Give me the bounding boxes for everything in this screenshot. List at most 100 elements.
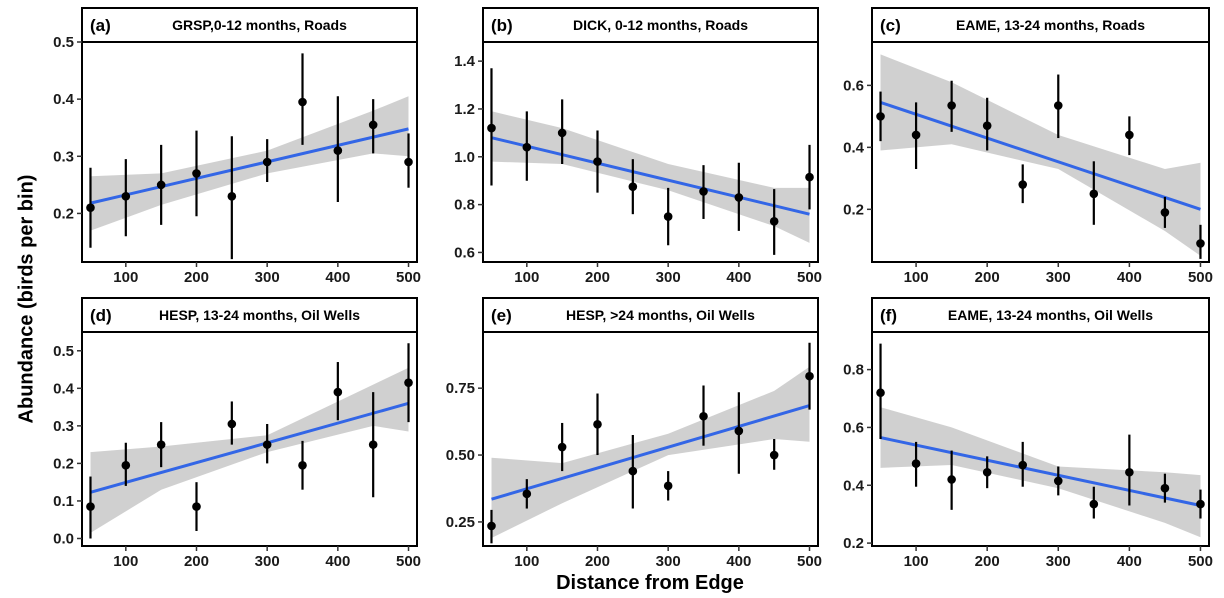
x-tick-label: 200 [585,269,610,286]
x-tick-label: 300 [255,553,280,570]
x-tick-label: 500 [797,553,822,570]
plot-area [487,68,814,255]
plot-frame [482,331,819,547]
panel-grid: (a) GRSP,0-12 months, Roads 100 200 300 400 50… [53,7,1213,570]
data-point [557,128,567,138]
data-point [769,217,779,226]
x-tick-label: 400 [726,553,751,570]
data-point [699,411,708,421]
panel-b: (b) DICK, 0-12 months, Roads 100 200 300 400 5… [454,7,822,286]
data-point [1160,208,1170,217]
x-tick-label: 300 [1046,269,1071,286]
plot-frame [81,331,418,547]
confidence-band [90,96,409,231]
y-tick-label: 0.3 [53,418,74,435]
plot-area [86,53,413,260]
data-point [121,191,131,201]
x-tick-label: 500 [396,553,421,570]
y-tick-label: 0.8 [454,197,475,214]
data-point [156,180,166,190]
x-tick-label: 300 [656,269,681,286]
data-point [522,142,532,152]
data-point [1053,476,1063,486]
plot-frame [81,41,418,263]
y-tick-label: 0.5 [53,343,74,360]
data-point [298,97,307,107]
y-tick-label: 0.8 [843,362,864,379]
data-point [333,387,343,397]
y-tick-label: 1.0 [454,149,475,166]
x-axis-title: Distance from Edge [556,572,744,594]
data-point [86,502,95,511]
y-tick-label: 0.6 [843,419,864,436]
panel-f: (f) EAME, 13-24 months, Oil Wells 100 200 30… [843,297,1213,570]
y-tick-label: 0.2 [53,205,74,222]
data-point [593,157,602,166]
data-point [628,466,638,476]
panel-title: GRSP,0-12 months, Roads [172,17,347,33]
panel-letter: (d) [90,306,112,325]
x-tick-label: 200 [975,269,1000,286]
data-point [982,121,992,130]
y-tick-label: 0.0 [53,530,74,547]
x-tick-label: 300 [1046,553,1071,570]
plot-area [487,342,814,544]
y-tick-label: 0.4 [53,91,75,108]
panel-strip [871,7,1210,43]
plot-frame [871,41,1210,263]
x-tick-label: 500 [797,269,822,286]
data-point [227,419,237,429]
data-point [227,191,237,201]
y-tick-label: 0.4 [843,139,865,156]
data-point [1160,483,1170,493]
x-tick-label: 200 [975,553,1000,570]
data-point [487,521,496,531]
data-point [1018,180,1028,189]
plot-frame [871,331,1210,547]
data-point [769,450,779,460]
y-axis-title: Abundance (birds per bin) [15,175,37,424]
data-point [663,212,673,221]
data-point [734,193,744,202]
panel-title: HESP, 13-24 months, Oil Wells [159,307,360,323]
data-point [333,146,343,155]
y-tick-label: 0.2 [53,455,74,472]
x-tick-label: 200 [184,269,209,286]
y-tick-label: 0.2 [843,535,864,552]
fit-line [491,404,810,501]
y-tick-label: 0.5 [53,34,74,51]
x-tick-label: 100 [113,553,138,570]
plot-frame [482,41,819,263]
y-tick-label: 0.75 [446,380,475,397]
panel-letter: (a) [90,16,111,35]
data-point [368,120,378,130]
panel-d: (d) HESP, 13-24 months, Oil Wells 100 200 30… [53,297,421,570]
data-point [911,459,921,468]
y-tick-label: 1.2 [454,101,475,118]
data-point [663,481,673,491]
data-point [805,172,814,182]
data-point [699,187,708,196]
data-point [192,502,201,511]
data-point [262,157,272,167]
x-tick-label: 400 [325,553,350,570]
x-tick-label: 300 [656,553,681,570]
x-tick-label: 200 [585,553,610,570]
x-tick-label: 100 [113,269,138,286]
data-point [1125,130,1134,140]
data-point [368,440,378,449]
x-tick-label: 400 [325,269,350,286]
panel-e: (e) HESP, >24 months, Oil Wells 100 200 300 4… [446,297,822,570]
y-tick-label: 0.3 [53,148,74,165]
y-tick-label: 0.4 [53,380,75,397]
y-tick-label: 1.4 [454,53,476,70]
fit-line [880,100,1201,211]
x-tick-label: 100 [904,553,929,570]
x-tick-label: 100 [514,553,539,570]
y-tick-label: 0.4 [843,477,865,494]
data-point [911,130,921,140]
fit-line [491,136,810,216]
y-tick-label: 0.1 [53,493,74,510]
panel-a: (a) GRSP,0-12 months, Roads 100 200 300 400 50… [53,7,421,286]
data-point [1018,460,1028,470]
